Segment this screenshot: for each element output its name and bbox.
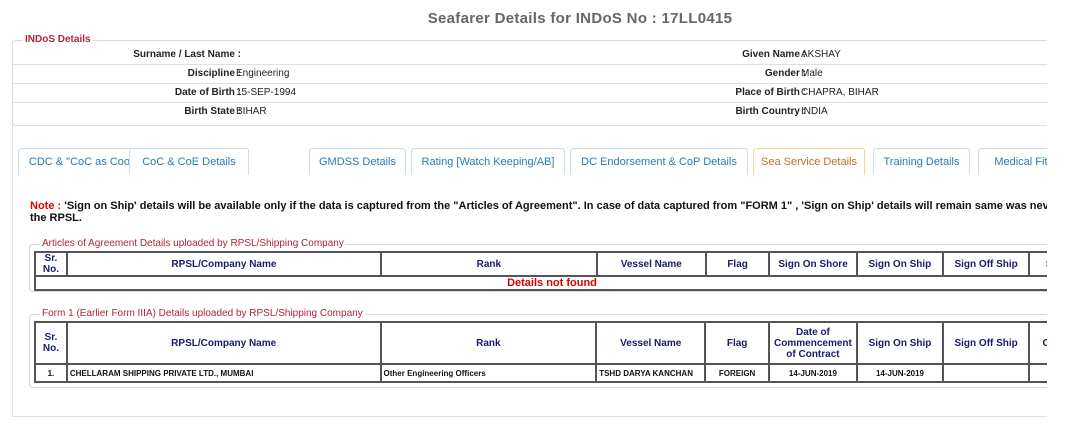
- field-label: Discipline :: [187, 68, 241, 79]
- form1-legend: Form 1 (Earlier Form IIIA) Details uploa…: [40, 308, 365, 319]
- table-row: 1. CHELLARAM SHIPPING PRIVATE LTD., MUMBA…: [34, 363, 1047, 383]
- field-value: Engineering: [236, 68, 290, 79]
- column-header: Vessel Name: [595, 321, 707, 365]
- column-header: Sign On Shore: [768, 251, 858, 277]
- column-header: Rank: [380, 251, 598, 277]
- column-header: Sr. No.: [34, 251, 68, 277]
- field-label: Gender :: [764, 68, 806, 79]
- aoa-panel: Articles of Agreement Details uploaded b…: [29, 238, 1047, 292]
- page: Seafarer Details for INDoS No : 17LL0415…: [12, 10, 1047, 417]
- tab-gmdss-details[interactable]: GMDSS Details: [309, 148, 406, 175]
- table-cell: 14-JUN-2019: [767, 363, 858, 383]
- tab-medical-fitn[interactable]: Medical Fitn: [978, 148, 1047, 175]
- table-cell: [942, 363, 1031, 383]
- tab-coc-coe-details[interactable]: CoC & CoE Details: [129, 148, 249, 175]
- note-body: 'Sign on Ship' details will be available…: [30, 200, 1047, 224]
- field-value: CHAPRA, BIHAR: [801, 87, 879, 98]
- tab-rating-watch-keeping-ab[interactable]: Rating [Watch Keeping/AB]: [411, 148, 565, 175]
- field-label: Given Name :: [742, 49, 806, 60]
- empty-message: Details not found: [34, 275, 1047, 291]
- indos-row: Surname / Last Name : Given Name : AKSHAY: [13, 45, 1047, 65]
- table-cell: FOREIGN: [704, 363, 770, 383]
- note-text: Note : 'Sign on Ship' details will be av…: [30, 200, 1047, 224]
- indos-row: Date of Birth :15-SEP-1994 Place of Birth…: [13, 83, 1047, 103]
- column-header: Sign Off Ship: [942, 321, 1031, 365]
- column-header: Date of Commencement of Contract: [767, 321, 858, 365]
- tab-training-details[interactable]: Training Details: [873, 148, 970, 175]
- form1-panel: Form 1 (Earlier Form IIIA) Details uploa…: [29, 308, 1047, 388]
- indos-legend: INDoS Details: [23, 34, 93, 45]
- field-value: Male: [801, 68, 823, 79]
- column-header: Co: [1028, 321, 1047, 365]
- column-header: Sr. No.: [34, 321, 68, 365]
- indos-details-panel: INDoS Details Surname / Last Name : Given…: [12, 34, 1047, 126]
- column-header: Vessel Name: [595, 251, 707, 277]
- column-header: Sign On Ship: [855, 321, 945, 365]
- table-cell: CHELLARAM SHIPPING PRIVATE LTD., MUMBAI: [65, 363, 382, 383]
- table-cell: 1.: [34, 363, 68, 383]
- tab-container: CDC & "CoC as Cook" Details CoC & CoE Det…: [12, 125, 1047, 417]
- column-header: Sign On Ship: [855, 251, 945, 277]
- aoa-table: Sr. No. RPSL/Company Name Rank Vessel Name F…: [34, 251, 1047, 291]
- field-value: AKSHAY: [801, 49, 841, 60]
- aoa-legend: Articles of Agreement Details uploaded b…: [40, 238, 346, 249]
- column-header: Rank: [379, 321, 598, 365]
- field-label: Surname / Last Name :: [133, 49, 241, 60]
- column-header: Flag: [704, 251, 771, 277]
- note-label: Note :: [30, 200, 62, 212]
- field-label: Place of Birth :: [735, 87, 806, 98]
- table-cell: 14-JUN-2019: [855, 363, 945, 383]
- indos-row: Discipline : Engineering Gender : Male: [13, 64, 1047, 84]
- page-title: Seafarer Details for INDoS No : 17LL0415: [427, 10, 733, 27]
- column-header: Flag: [704, 321, 770, 365]
- tab-sea-service-details[interactable]: Sea Service Details: [753, 148, 865, 175]
- table-cell: TSHD DARYA KANCHAN: [595, 363, 707, 383]
- column-header: Sign Off Ship: [941, 251, 1031, 277]
- field-label: Birth State :: [184, 106, 241, 117]
- field-value: 15-SEP-1994: [236, 87, 297, 98]
- indos-row: Birth State : BIHAR Birth Country : INDIA: [13, 102, 1047, 121]
- table-cell: Other Engineering Officers: [379, 363, 598, 383]
- field-value: INDIA: [801, 106, 828, 117]
- form1-table: Sr. No. RPSL/Company Name Rank Vessel Name F…: [34, 321, 1047, 383]
- tab-dc-endorsement-cop-details[interactable]: DC Endorsement & CoP Details: [570, 148, 748, 175]
- column-header: RPSL/Company Name: [65, 251, 383, 277]
- field-value: BIHAR: [236, 106, 267, 117]
- field-label: Date of Birth :: [174, 87, 241, 98]
- field-label: Birth Country :: [735, 106, 806, 117]
- column-header: RPSL/Company Name: [65, 321, 382, 365]
- table-cell: [1028, 363, 1047, 383]
- column-header: S: [1028, 251, 1047, 277]
